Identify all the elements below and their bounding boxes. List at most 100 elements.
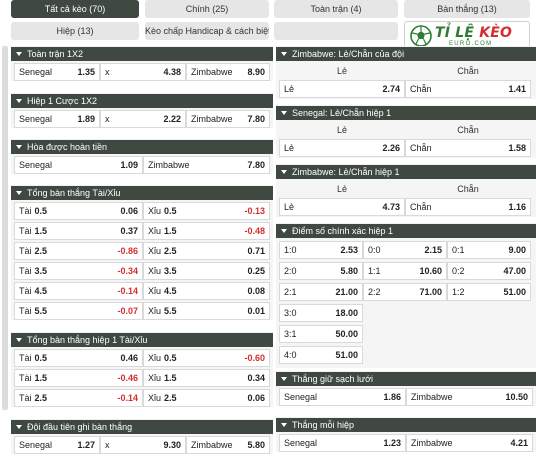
correct-score-option[interactable]: 0:2 47.00 [447,262,531,280]
odds-even[interactable]: Chẵn 1.41 [405,80,531,98]
odds-over[interactable]: Tài 2.5 -0.14 [14,389,143,407]
odds-away[interactable]: Zimbabwe 10.50 [406,388,533,406]
tab-all-odds[interactable]: Tất cả kèo (70) [11,0,139,18]
over-under-row: Tài 2.5 -0.86 Xỉu 2.5 0.71 [14,242,270,260]
tab-halves[interactable]: Hiệp (13) [11,22,139,40]
odds-over[interactable]: Tài 3.5 -0.34 [14,262,143,280]
correct-score-option[interactable]: 1:0 2.53 [279,241,363,259]
score-label: 2:2 [368,287,381,297]
odds-value: 0.08 [247,286,265,296]
over-under-row: Tài 1.5 0.37 Xỉu 1.5 -0.48 [14,222,270,240]
market-header[interactable]: Hòa được hoàn tiền [11,139,273,154]
odds-value: 47.00 [503,266,526,276]
odds-odd[interactable]: Lẻ 2.26 [279,139,405,157]
odds-odd[interactable]: Lẻ 2.74 [279,80,405,98]
market-header[interactable]: Tổng bàn thắng hiệp 1 Tài/Xỉu [11,332,273,347]
market-header[interactable]: Điểm số chính xác hiệp 1 [276,223,536,238]
odds-over[interactable]: Tài 0.5 0.06 [14,202,143,220]
market-full-time-1x2: Toàn trận 1X2 Senegal 1.35 x 4.38 Zimbabwe… [11,46,273,83]
market-header[interactable]: Zimbabwe: Lẻ/Chẵn hiệp 1 [276,164,536,179]
odds-under[interactable]: Xỉu 3.5 0.25 [143,262,270,280]
market-header[interactable]: Đội đầu tiên ghi bàn thắng [11,419,273,434]
odds-draw[interactable]: x 4.38 [100,63,186,81]
odds-over[interactable]: Tài 1.5 0.37 [14,222,143,240]
correct-score-option[interactable]: 2:2 71.00 [363,283,447,301]
odds-under[interactable]: Xỉu 0.5 -0.60 [143,349,270,367]
odds-value: 51.00 [335,350,358,360]
odds-under[interactable]: Xỉu 0.5 -0.13 [143,202,270,220]
odds-away[interactable]: Zimbabwe 7.80 [186,110,270,128]
odds-over[interactable]: Tài 4.5 -0.14 [14,282,143,300]
odds-odd[interactable]: Lẻ 4.73 [279,198,405,216]
market-header[interactable]: Hiệp 1 Cược 1X2 [11,93,273,108]
odds-under[interactable]: Xỉu 4.5 0.08 [143,282,270,300]
odds-home[interactable]: Senegal 1.89 [14,110,100,128]
odds-away[interactable]: Zimbabwe 5.80 [186,436,270,454]
correct-score-option[interactable]: 1:1 10.60 [363,262,447,280]
column-header-even: Chẵn [457,125,479,135]
odds-even[interactable]: Chẵn 1.58 [405,139,531,157]
correct-score-option[interactable]: 0:1 9.00 [447,241,531,259]
market-draw-no-bet: Hòa được hoàn tiền Senegal 1.09 Zimbabwe 7… [11,139,273,176]
odds-over[interactable]: Tài 2.5 -0.86 [14,242,143,260]
odds-home[interactable]: Senegal 1.35 [14,63,100,81]
correct-score-option[interactable]: 1:2 51.00 [447,283,531,301]
odds-home[interactable]: Senegal 1.86 [279,388,406,406]
score-label: 0:0 [368,245,381,255]
odds-home[interactable]: Senegal 1.09 [14,156,143,174]
score-label: 0:1 [452,245,465,255]
site-logo: TỈ LỆ KÈO EURO.COM [404,21,530,49]
odds-draw[interactable]: x 2.22 [100,110,186,128]
market-header[interactable]: Zimbabwe: Lẻ/Chẵn của đội [276,46,536,61]
odds-over[interactable]: Tài 1.5 -0.46 [14,369,143,387]
odds-value: 50.00 [335,329,358,339]
tab-goals[interactable]: Bàn thắng (13) [404,0,530,18]
odds-away[interactable]: Zimbabwe 8.90 [186,63,270,81]
selection-label: Tài 4.5 [19,286,48,296]
correct-score-option[interactable]: 2:1 21.00 [279,283,363,301]
correct-score-option[interactable]: 3:1 50.00 [279,325,363,343]
correct-score-option[interactable]: 2:0 5.80 [279,262,363,280]
tab-full-match[interactable]: Toàn trận (4) [274,0,398,18]
odds-under[interactable]: Xỉu 1.5 -0.48 [143,222,270,240]
odds-home[interactable]: Senegal 1.23 [279,434,406,452]
odds-value: 0.06 [247,393,265,403]
market-header[interactable]: Senegal: Lẻ/Chẵn hiệp 1 [276,105,536,120]
odds-even[interactable]: Chẵn 1.16 [405,198,531,216]
odds-away[interactable]: Zimbabwe 4.21 [406,434,533,452]
page-scrollbar[interactable] [2,46,8,410]
correct-score-option[interactable]: 0:0 2.15 [363,241,447,259]
market-header[interactable]: Tổng bàn thắng Tài/Xỉu [11,185,273,200]
correct-score-option[interactable]: 4:0 51.00 [279,346,363,364]
tab-extra[interactable] [274,22,398,40]
odds-away[interactable]: Zimbabwe 7.80 [143,156,270,174]
odds-value: -0.07 [117,306,138,316]
odds-draw[interactable]: x 9.30 [100,436,186,454]
odds-value: -0.46 [117,373,138,383]
odds-under[interactable]: Xỉu 1.5 0.34 [143,369,270,387]
odds-under[interactable]: Xỉu 5.5 0.01 [143,302,270,320]
market-header[interactable]: Thắng mỗi hiệp [276,417,536,432]
market-first-half-1x2: Hiệp 1 Cược 1X2 Senegal 1.89 x 2.22 Zimbab… [11,93,273,130]
selection-label: Xỉu 1.5 [148,226,177,236]
over-under-row: Tài 1.5 -0.46 Xỉu 1.5 0.34 [14,369,270,387]
odds-under[interactable]: Xỉu 2.5 0.06 [143,389,270,407]
market-win-to-nil: Thắng giữ sạch lưới Senegal 1.86 Zimbabwe… [276,371,536,408]
correct-score-option[interactable]: 3:0 18.00 [279,304,363,322]
collapse-arrow-icon [16,145,22,149]
tab-main[interactable]: Chính (25) [145,0,269,18]
odds-value: 71.00 [419,287,442,297]
odds-under[interactable]: Xỉu 2.5 0.71 [143,242,270,260]
market-header[interactable]: Toàn trận 1X2 [11,46,273,61]
market-header[interactable]: Thắng giữ sạch lưới [276,371,536,386]
collapse-arrow-icon [281,52,287,56]
odds-home[interactable]: Senegal 1.27 [14,436,100,454]
odds-over[interactable]: Tài 5.5 -0.07 [14,302,143,320]
column-header-odd: Lẻ [336,125,347,135]
odds-over[interactable]: Tài 0.5 0.46 [14,349,143,367]
score-label: 1:0 [284,245,297,255]
odds-value: 5.80 [340,266,358,276]
soccer-ball-icon [410,25,432,47]
tab-handicap[interactable]: Kèo chấp Handicap & cách biệt (3) [145,22,269,40]
column-header-even: Chẵn [457,66,479,76]
